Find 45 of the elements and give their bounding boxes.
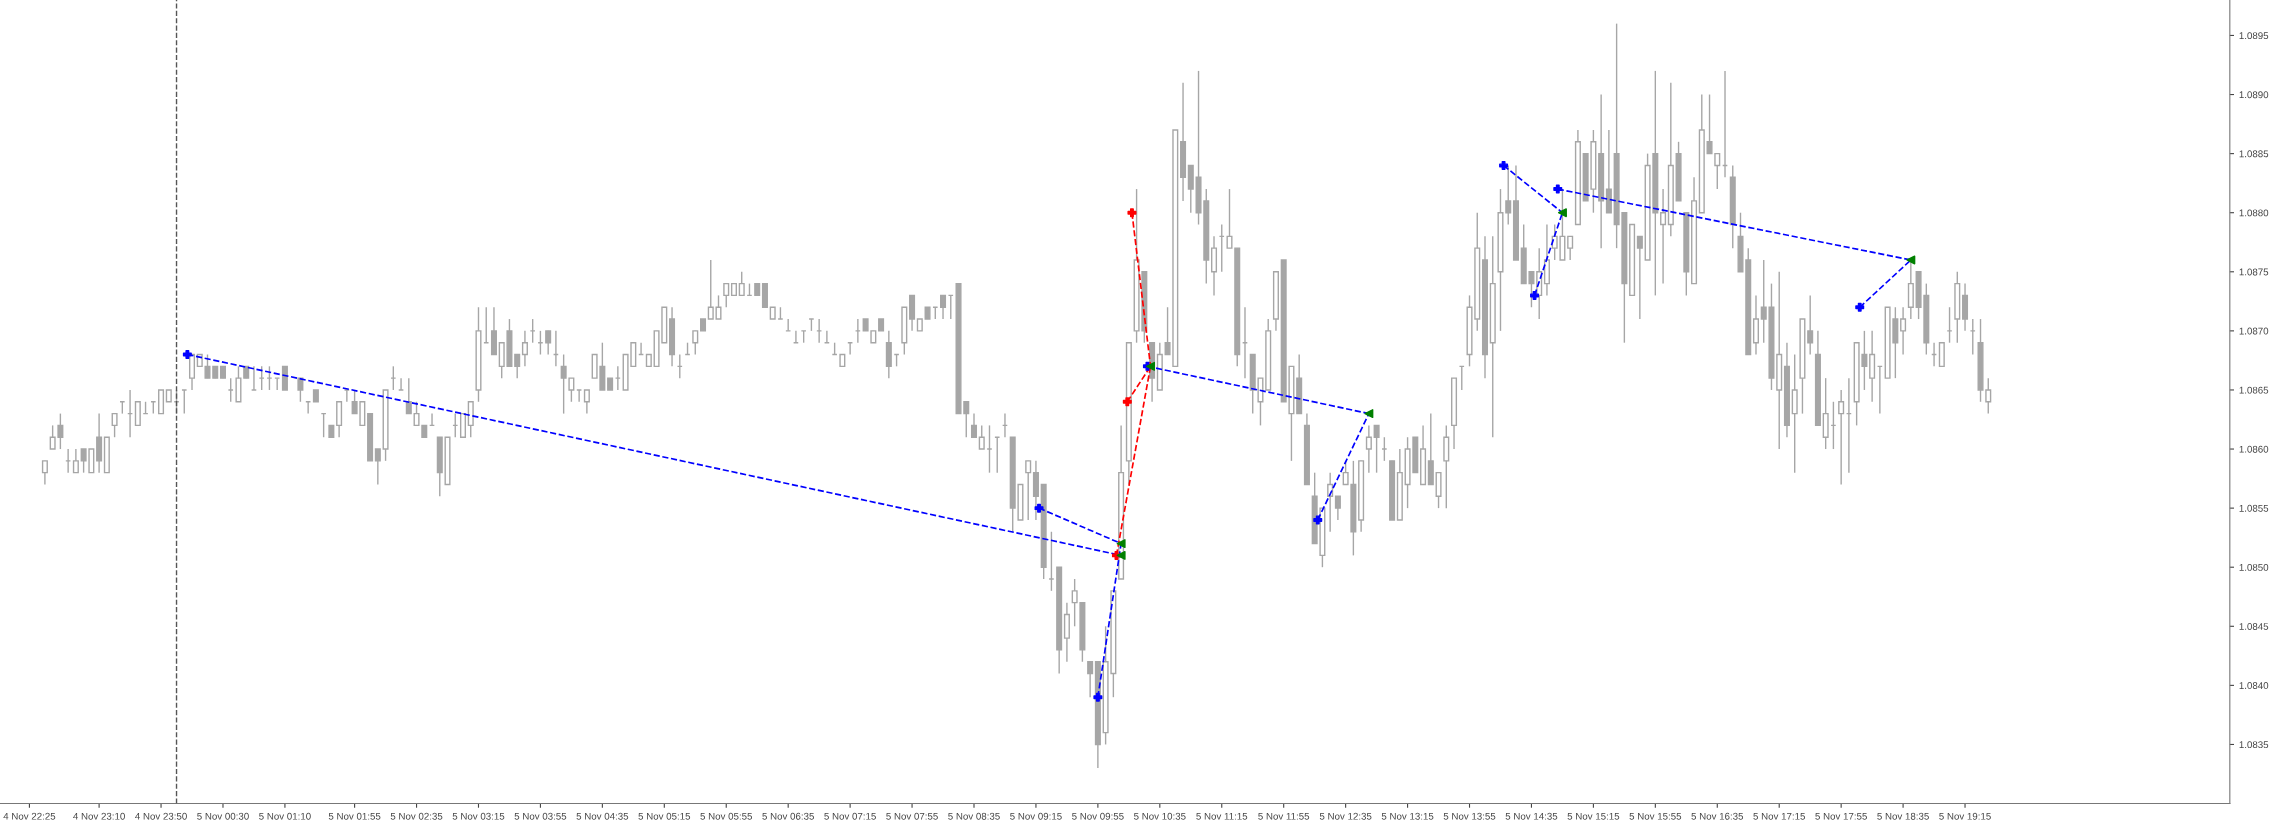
y-tick-label: 1.0840	[2239, 682, 2269, 689]
x-tick-label: 5 Nov 13:55	[1443, 812, 1496, 820]
x-tick-label: 5 Nov 00:30	[197, 812, 249, 820]
x-tick-label: 5 Nov 09:15	[1010, 812, 1062, 820]
y-tick-label: 1.0835	[2239, 741, 2269, 749]
x-tick-label: 5 Nov 07:55	[886, 812, 938, 820]
y-tick-label: 1.0885	[2239, 150, 2269, 158]
y-tick-label: 1.0875	[2239, 268, 2269, 276]
x-tick-label: 5 Nov 05:15	[638, 812, 691, 820]
x-tick-label: 5 Nov 16:35	[1691, 812, 1744, 820]
x-tick-label: 5 Nov 04:35	[576, 812, 629, 820]
x-tick-label: 5 Nov 01:10	[259, 812, 311, 820]
x-tick-label: 5 Nov 01:55	[328, 812, 381, 820]
x-tick-label: 5 Nov 17:15	[1753, 812, 1806, 820]
x-tick-label: 4 Nov 22:25	[3, 812, 56, 820]
x-tick-label: 5 Nov 15:55	[1629, 812, 1682, 820]
y-tick-label: 1.0895	[2239, 32, 2269, 40]
x-tick-label: 5 Nov 03:15	[452, 812, 505, 820]
x-tick-label: 5 Nov 17:55	[1815, 812, 1867, 820]
x-tick-label: 4 Nov 23:50	[135, 812, 187, 820]
y-tick-label: 1.0850	[2239, 563, 2269, 571]
y-tick-label: 1.0880	[2239, 209, 2269, 217]
x-tick-label: 5 Nov 08:35	[948, 812, 1000, 820]
x-tick-label: 5 Nov 15:15	[1567, 812, 1620, 820]
x-tick-label: 5 Nov 19:15	[1939, 812, 1991, 820]
x-tick-label: 5 Nov 07:15	[824, 812, 876, 820]
x-tick-label: 5 Nov 12:35	[1319, 812, 1372, 820]
x-tick-label: 5 Nov 06:35	[762, 812, 814, 820]
x-tick-label: 5 Nov 05:55	[700, 812, 753, 820]
x-tick-label: 4 Nov 23:10	[73, 812, 125, 820]
y-tick-label: 1.0855	[2239, 504, 2269, 512]
x-tick-label: 5 Nov 11:55	[1258, 812, 1310, 820]
x-tick-label: 5 Nov 14:35	[1505, 812, 1558, 820]
y-tick-label: 1.0845	[2239, 623, 2269, 630]
y-tick-label: 1.0890	[2239, 91, 2269, 99]
x-tick-label: 5 Nov 10:35	[1134, 812, 1186, 820]
y-tick-label: 1.0870	[2239, 327, 2269, 335]
x-tick-label: 5 Nov 13:15	[1381, 812, 1434, 820]
y-tick-label: 1.0865	[2239, 386, 2269, 394]
x-tick-label: 5 Nov 03:55	[514, 812, 567, 820]
x-tick-label: 5 Nov 02:35	[390, 812, 443, 820]
x-tick-label: 5 Nov 09:55	[1072, 812, 1124, 820]
x-tick-label: 5 Nov 18:35	[1877, 812, 1929, 820]
x-tick-label: 5 Nov 11:15	[1196, 812, 1248, 820]
y-tick-label: 1.0860	[2239, 445, 2269, 453]
